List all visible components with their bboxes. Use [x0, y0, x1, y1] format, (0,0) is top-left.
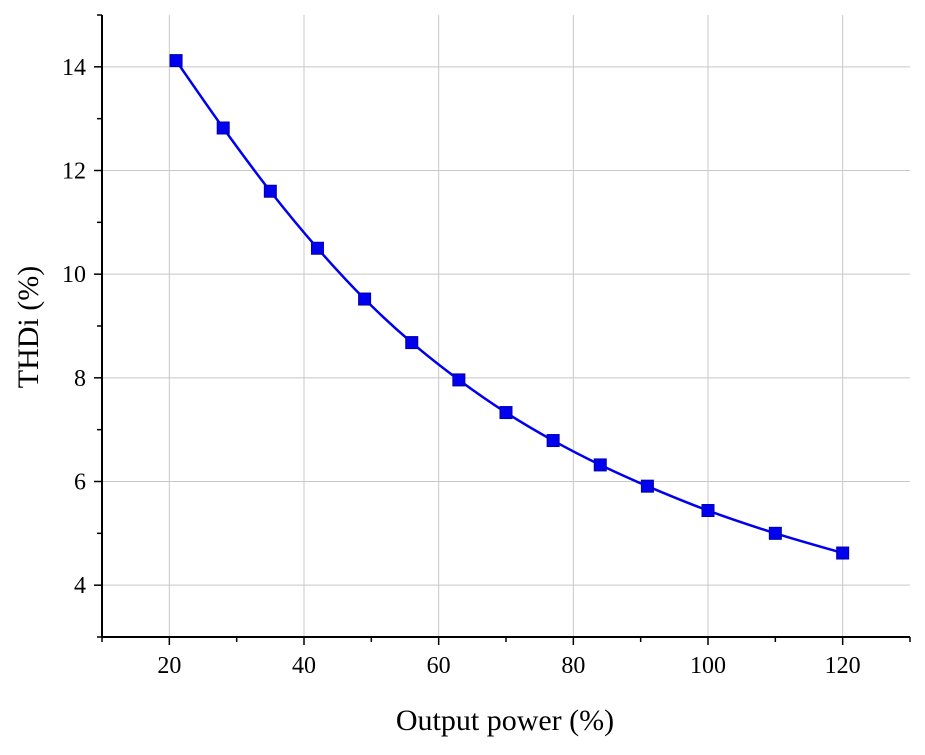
y-tick-label: 14 — [62, 55, 86, 81]
x-tick-label: 100 — [690, 653, 726, 679]
data-point-marker — [452, 373, 466, 387]
x-tick-label: 120 — [825, 653, 861, 679]
x-tick-label: 40 — [292, 653, 316, 679]
data-point-marker — [768, 526, 782, 540]
x-tick-label: 20 — [157, 653, 181, 679]
y-tick-label: 4 — [74, 573, 86, 599]
y-tick-label: 6 — [74, 470, 86, 496]
ticks: 20 40 60 80 100 120 4 6 8 10 12 14 — [62, 14, 911, 679]
x-axis-label: Output power (%) — [396, 704, 614, 737]
data-point-marker — [593, 458, 607, 472]
data-point-marker — [216, 121, 230, 135]
data-point-marker — [169, 54, 183, 68]
grid — [102, 15, 910, 637]
data-point-marker — [310, 241, 324, 255]
data-point-marker — [405, 336, 419, 350]
data-point-marker — [499, 406, 513, 420]
axes — [101, 15, 910, 638]
data-point-marker — [640, 479, 654, 493]
x-tick-label: 80 — [561, 653, 585, 679]
data-point-marker — [701, 504, 715, 518]
data-point-marker — [836, 546, 850, 560]
series — [169, 54, 850, 560]
y-tick-label: 8 — [74, 366, 86, 392]
data-point-marker — [358, 292, 372, 306]
data-point-marker — [546, 434, 560, 448]
y-tick-label: 10 — [62, 262, 86, 288]
series-line — [175, 59, 844, 555]
y-axis-label: THDi (%) — [12, 266, 45, 388]
x-tick-label: 60 — [427, 653, 451, 679]
data-point-marker — [263, 184, 277, 198]
y-tick-label: 12 — [62, 159, 86, 185]
